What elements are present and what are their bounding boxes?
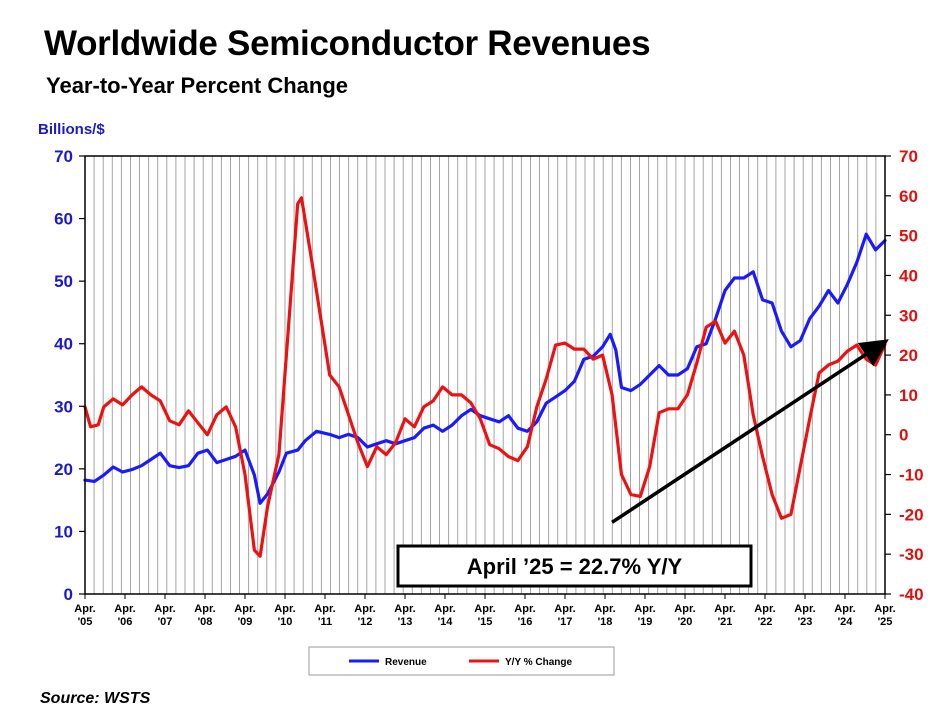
grid-layer	[84, 156, 886, 594]
right-axis-tick-label: 30	[899, 306, 918, 325]
x-tick-label: Apr.	[794, 603, 815, 615]
x-tick-label: '24	[838, 616, 854, 628]
left-axis-tick-label: 0	[64, 585, 73, 604]
yoy-change-series-line	[83, 196, 887, 558]
x-tick-label: Apr.	[754, 603, 775, 615]
x-tick-label: '18	[598, 616, 613, 628]
x-tick-label: Apr.	[314, 603, 335, 615]
x-tick-label: Apr.	[434, 603, 455, 615]
right-axis-tick-label: 70	[899, 147, 918, 166]
left-axis-tick-label: 10	[54, 522, 73, 541]
axes-layer: 0 10 20 30 40 50 60 70 Billions/$ -40 -30 -20 -10 0 10…	[38, 121, 924, 628]
x-tick-label: '19	[638, 616, 653, 628]
left-axis-tick-label: 60	[54, 210, 73, 229]
x-tick-label: Apr.	[354, 603, 375, 615]
x-tick-label: '21	[718, 616, 733, 628]
x-tick-label: Apr.	[674, 603, 695, 615]
right-axis-tick-label: -30	[899, 545, 924, 564]
x-tick-label: '07	[158, 616, 173, 628]
x-tick-label: '25	[878, 616, 893, 628]
left-axis-tick-label: 30	[54, 397, 73, 416]
x-tick-label: Apr.	[834, 603, 855, 615]
page-subtitle: Year-to-Year Percent Change	[46, 73, 349, 98]
x-tick-label: Apr.	[514, 603, 535, 615]
left-axis-title: Billions/$	[38, 121, 105, 138]
x-tick-label: Apr.	[594, 603, 615, 615]
x-tick-label: Apr.	[154, 603, 175, 615]
x-tick-label: Apr.	[74, 603, 95, 615]
legend-label: Y/Y % Change	[505, 657, 572, 668]
x-tick-label: '09	[238, 616, 253, 628]
x-tick-label: '20	[678, 616, 693, 628]
right-axis-tick-label: 20	[899, 346, 918, 365]
x-tick-label: '22	[758, 616, 773, 628]
x-tick-label: Apr.	[634, 603, 655, 615]
legend-layer: Revenue Y/Y % Change	[308, 646, 615, 676]
x-tick-label: '12	[358, 616, 373, 628]
annotation-layer: April ’25 = 22.7% Y/Y	[396, 339, 889, 588]
right-axis-tick-label: 10	[899, 386, 918, 405]
right-axis-tick-label: 50	[899, 227, 918, 246]
x-tick-label: Apr.	[874, 603, 895, 615]
x-tick-label: '11	[318, 616, 332, 628]
x-tick-label: Apr.	[194, 603, 215, 615]
x-tick-label: '23	[798, 616, 813, 628]
right-axis-tick-label: 60	[899, 187, 918, 206]
series-layer	[83, 196, 887, 558]
right-axis-tick-label: 0	[899, 426, 908, 445]
x-tick-label: '10	[278, 616, 293, 628]
revenue-series-line	[83, 232, 887, 505]
x-tick-label: '08	[198, 616, 213, 628]
annotation-box	[396, 544, 753, 588]
right-axis-tick-label: -40	[899, 585, 924, 604]
source-note: Source: WSTS	[40, 690, 151, 707]
right-axis-tick-label: -10	[899, 466, 924, 485]
left-axis-tick-label: 40	[54, 335, 73, 354]
right-axis-tick-label: -20	[899, 505, 924, 524]
x-tick-label: '06	[118, 616, 133, 628]
x-tick-label: '14	[438, 616, 454, 628]
x-tick-label: '15	[478, 616, 493, 628]
right-axis-tick-label: 40	[899, 266, 918, 285]
x-tick-label: Apr.	[474, 603, 495, 615]
legend-label: Revenue	[385, 657, 427, 668]
left-axis-tick-label: 20	[54, 460, 73, 479]
x-tick-label: '17	[558, 616, 573, 628]
x-tick-label: Apr.	[114, 603, 135, 615]
x-tick-label: Apr.	[234, 603, 255, 615]
x-tick-label: '05	[78, 616, 93, 628]
x-tick-label: Apr.	[274, 603, 295, 615]
x-tick-label: '16	[518, 616, 533, 628]
annotation-text: April ’25 = 22.7% Y/Y	[467, 554, 683, 579]
x-tick-label: '13	[398, 616, 413, 628]
x-tick-label: Apr.	[554, 603, 575, 615]
x-tick-label: Apr.	[394, 603, 415, 615]
left-axis-tick-label: 70	[54, 147, 73, 166]
left-axis-tick-label: 50	[54, 272, 73, 291]
trend-arrow	[611, 339, 889, 524]
x-tick-label: Apr.	[714, 603, 735, 615]
page-title: Worldwide Semiconductor Revenues	[44, 24, 651, 63]
